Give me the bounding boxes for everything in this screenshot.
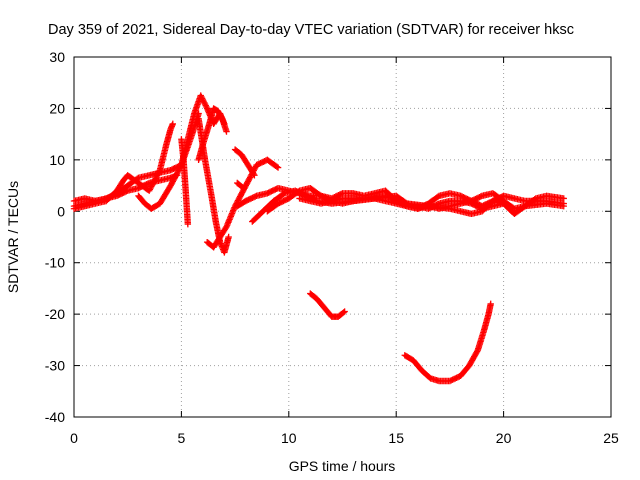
series-track-7 [195, 115, 232, 256]
data-point [487, 300, 494, 308]
x-tick-label: 10 [281, 430, 297, 446]
x-tick-label: 20 [496, 430, 512, 446]
data-point [200, 98, 207, 105]
data-point [340, 309, 347, 316]
data-point [250, 170, 257, 178]
data-point [201, 100, 209, 108]
data-point [169, 120, 177, 128]
data-point [202, 102, 209, 109]
x-tick-labels: 0 5 10 15 20 25 [70, 430, 619, 446]
data-point [199, 96, 207, 104]
series-track-5 [178, 136, 192, 228]
series-track-9 [231, 146, 258, 179]
data-point [560, 195, 567, 202]
series-track-16 [401, 300, 494, 385]
data-point [156, 168, 163, 175]
data-point [273, 163, 281, 170]
series-track-14 [296, 192, 567, 218]
y-tick-label: 0 [57, 203, 65, 219]
y-tick-label: 30 [49, 49, 65, 65]
data-point [239, 184, 246, 191]
x-tick-label: 15 [388, 430, 404, 446]
y-tick-label: -40 [45, 409, 65, 425]
series-track-15 [307, 290, 348, 320]
data-point [240, 184, 247, 192]
data-point [341, 308, 348, 315]
y-tick-label: -30 [45, 358, 65, 374]
y-tick-labels: -40 -30 -20 -10 0 10 20 30 [45, 49, 65, 425]
y-tick-label: -20 [45, 306, 65, 322]
data-point [223, 128, 230, 135]
data-point [184, 220, 192, 228]
x-axis-label: GPS time / hours [289, 458, 396, 474]
data-point [560, 202, 567, 210]
data-point [201, 99, 208, 106]
y-tick-label: 10 [49, 152, 65, 168]
data-point [203, 103, 210, 111]
data-point [251, 172, 258, 179]
data-marks [70, 92, 567, 385]
data-point [274, 164, 282, 171]
y-tick-label: -10 [45, 255, 65, 271]
plot-frame [73, 56, 612, 418]
y-axis-label: SDTVAR / TECUs [5, 181, 21, 293]
y-tick-label: 20 [49, 100, 65, 116]
axis-ticks [73, 56, 612, 418]
x-tick-label: 5 [178, 430, 186, 446]
data-point [197, 92, 204, 99]
data-point [198, 95, 206, 102]
x-tick-label: 25 [603, 430, 619, 446]
series-track-10 [234, 179, 247, 192]
data-point [198, 93, 205, 101]
data-point [225, 233, 232, 241]
chart-title: Day 359 of 2021, Sidereal Day-to-day VTE… [48, 22, 574, 38]
series-track-2 [70, 120, 177, 212]
x-tick-label: 0 [70, 430, 78, 446]
grid-lines [74, 57, 611, 417]
